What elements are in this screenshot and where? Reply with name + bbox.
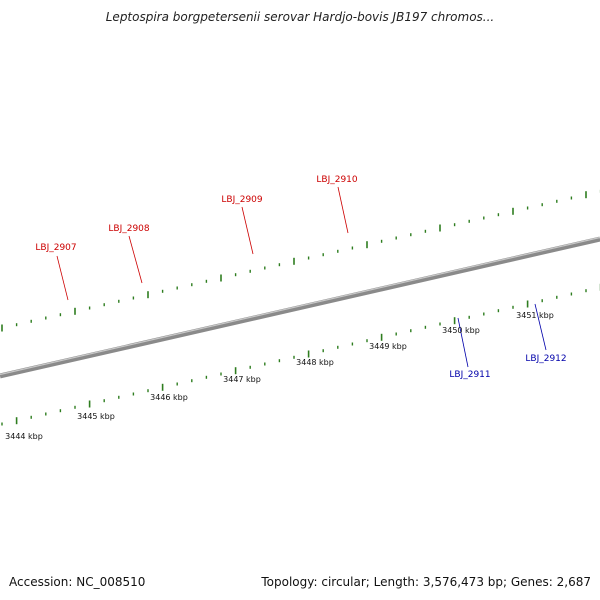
outer-tick-track	[1, 189, 600, 332]
map-title: Leptospira borgpetersenii serovar Hardjo…	[105, 10, 495, 24]
chromosome-backbone-highlight	[0, 236, 600, 376]
axis-label-3451: 3451 kbp	[516, 311, 554, 320]
inner-tick-track	[1, 283, 600, 426]
axis-label-3448: 3448 kbp	[296, 358, 334, 367]
connector-lbj-2911	[457, 317, 469, 368]
gene-features	[0, 0, 600, 12]
accession-label: Accession: NC_008510	[9, 575, 146, 589]
connector-lbj-2912	[534, 303, 547, 351]
genome-summary: Topology: circular; Length: 3,576,473 bp…	[261, 575, 591, 589]
axis-label-3446: 3446 kbp	[150, 393, 188, 402]
axis-label-3447: 3447 kbp	[223, 375, 261, 384]
axis-label-3445: 3445 kbp	[77, 412, 115, 421]
gene-label-lbj-2907: LBJ_2907	[35, 243, 76, 253]
axis-label-3444: 3444 kbp	[5, 432, 43, 441]
gene-label-lbj-2909: LBJ_2909	[221, 195, 263, 205]
connector-lbj-2908	[128, 235, 143, 284]
connector-lbj-2910	[337, 186, 349, 234]
axis-label-3450: 3450 kbp	[442, 326, 480, 335]
gene-label-lbj-2912: LBJ_2912	[525, 354, 566, 364]
gene-label-lbj-2908: LBJ_2908	[108, 224, 150, 234]
connector-lbj-2909	[241, 206, 254, 255]
chromosome-backbone	[0, 236, 600, 379]
gene-label-lbj-2910: LBJ_2910	[316, 175, 358, 185]
axis-label-3449: 3449 kbp	[369, 342, 407, 351]
connector-lbj-2907	[56, 255, 69, 301]
label-connectors	[56, 186, 547, 368]
gene-label-lbj-2911: LBJ_2911	[449, 370, 490, 380]
